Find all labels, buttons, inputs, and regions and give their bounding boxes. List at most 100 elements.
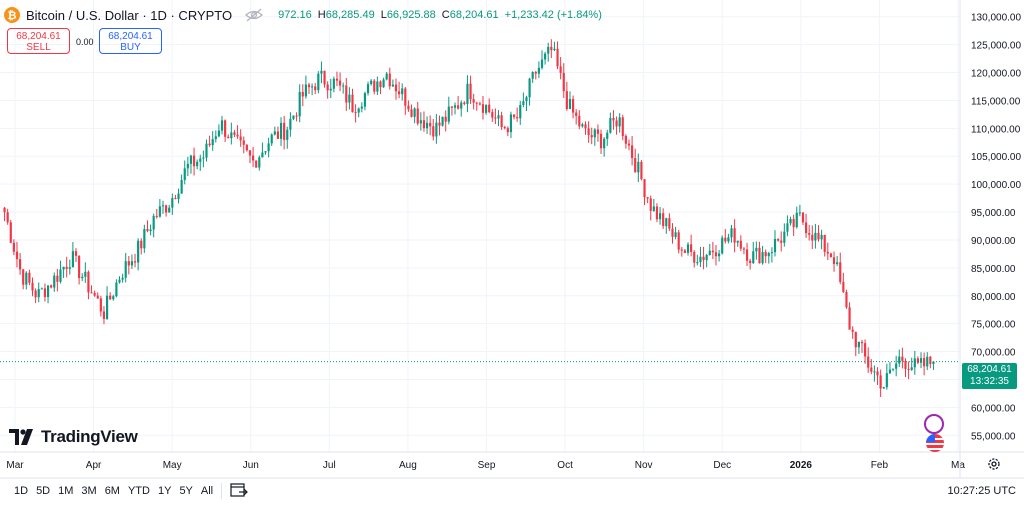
candle-body bbox=[435, 122, 438, 137]
candle-body bbox=[74, 251, 78, 256]
candle-body bbox=[196, 161, 199, 167]
candle-body bbox=[432, 126, 435, 137]
candle-body bbox=[28, 272, 31, 283]
candle-body bbox=[857, 341, 860, 348]
candle-body bbox=[320, 70, 323, 74]
candle-body bbox=[304, 84, 307, 97]
candle-body bbox=[773, 238, 777, 253]
candle-body bbox=[472, 99, 475, 103]
tradingview-logo[interactable]: TradingView bbox=[9, 427, 138, 447]
candle-body bbox=[879, 375, 882, 389]
candle-body bbox=[674, 232, 677, 237]
price-tick-label: 110,000.00 bbox=[971, 124, 1021, 135]
candle-body bbox=[683, 250, 687, 253]
candle-body bbox=[525, 97, 528, 102]
candle-body bbox=[338, 80, 342, 86]
candle-body bbox=[618, 117, 621, 127]
candle-body bbox=[795, 212, 798, 228]
time-axis-label: Aug bbox=[399, 460, 417, 471]
candle-body bbox=[662, 213, 665, 227]
candle-body bbox=[25, 272, 28, 285]
candle-body bbox=[422, 120, 426, 129]
candle-body bbox=[335, 78, 339, 81]
us-flag-icon[interactable] bbox=[926, 434, 944, 452]
candle-body bbox=[752, 251, 755, 264]
time-axis-label: Dec bbox=[713, 460, 731, 471]
price-tick-label: 60,000.00 bbox=[971, 403, 1016, 414]
buy-button[interactable]: 68,204.61 BUY bbox=[99, 28, 162, 54]
range-1d[interactable]: 1D bbox=[14, 485, 29, 497]
candle-body bbox=[307, 84, 311, 88]
candle-body bbox=[584, 124, 587, 129]
range-ytd[interactable]: YTD bbox=[127, 485, 150, 497]
candle-body bbox=[78, 255, 81, 279]
candle-body bbox=[503, 127, 506, 129]
range-1m[interactable]: 1M bbox=[58, 485, 74, 497]
candle-body bbox=[370, 80, 373, 85]
candle-body bbox=[469, 83, 472, 100]
candle-body bbox=[363, 93, 367, 107]
candle-body bbox=[18, 259, 22, 270]
sell-label: SELL bbox=[26, 42, 51, 53]
range-3m[interactable]: 3M bbox=[81, 485, 97, 497]
candle-body bbox=[724, 237, 727, 242]
range-5d[interactable]: 5D bbox=[36, 485, 51, 497]
candle-body bbox=[211, 139, 214, 146]
gear-icon[interactable] bbox=[987, 457, 1001, 471]
candle-body bbox=[245, 144, 248, 151]
sell-button[interactable]: 68,204.61 SELL bbox=[7, 28, 70, 54]
candle-body bbox=[621, 117, 624, 136]
candle-body bbox=[444, 116, 447, 122]
buy-label: BUY bbox=[120, 42, 141, 53]
candle-body bbox=[56, 275, 59, 282]
utc-clock[interactable]: 10:27:25 UTC bbox=[947, 485, 1016, 497]
candle-body bbox=[696, 262, 699, 264]
candle-body bbox=[273, 131, 276, 135]
candle-body bbox=[283, 122, 286, 140]
range-all[interactable]: All bbox=[200, 485, 214, 497]
price-tick-label: 75,000.00 bbox=[971, 320, 1016, 331]
candle-body bbox=[12, 242, 15, 252]
candle-body bbox=[814, 232, 817, 241]
candle-body bbox=[677, 232, 680, 250]
candle-body bbox=[836, 262, 839, 265]
candle-body bbox=[851, 329, 854, 332]
price-tick-label: 80,000.00 bbox=[971, 292, 1016, 303]
price-tick-label: 120,000.00 bbox=[971, 69, 1021, 80]
low-label: L bbox=[380, 9, 387, 21]
candle-body bbox=[130, 261, 134, 266]
candle-body bbox=[888, 369, 892, 374]
candle-body bbox=[547, 46, 550, 54]
candle-body bbox=[292, 115, 295, 119]
range-6m[interactable]: 6M bbox=[104, 485, 120, 497]
range-1y[interactable]: 1Y bbox=[157, 485, 172, 497]
candle-body bbox=[516, 117, 519, 119]
candle-body bbox=[149, 229, 152, 232]
candle-body bbox=[31, 282, 34, 291]
candle-body bbox=[506, 128, 509, 133]
symbol-title[interactable]: Bitcoin / U.S. Dollar · 1D · CRYPTO bbox=[26, 7, 233, 23]
candle-body bbox=[102, 311, 106, 319]
candle-body bbox=[686, 244, 690, 253]
candle-body bbox=[714, 252, 718, 257]
lightning-icon[interactable] bbox=[924, 414, 944, 434]
candle-body bbox=[544, 53, 547, 60]
calendar-goto-icon[interactable] bbox=[230, 482, 248, 498]
eye-off-icon[interactable] bbox=[244, 8, 264, 22]
candle-body bbox=[109, 295, 112, 300]
candle-body bbox=[382, 79, 385, 88]
candle-body bbox=[823, 234, 826, 252]
candle-body bbox=[491, 112, 494, 118]
bottom-toolbar: 1D 5D 1M 3M 6M YTD 1Y 5Y All 10:27:25 UTC bbox=[0, 478, 1024, 505]
candle-body bbox=[631, 145, 634, 159]
candle-body bbox=[901, 356, 904, 361]
candle-body bbox=[854, 331, 857, 348]
candle-body bbox=[68, 267, 71, 269]
candle-body bbox=[214, 136, 217, 140]
candle-body bbox=[401, 88, 404, 95]
candle-body bbox=[230, 132, 233, 139]
candle-body bbox=[351, 94, 354, 113]
range-5y[interactable]: 5Y bbox=[179, 485, 193, 497]
candle-body bbox=[251, 155, 255, 161]
